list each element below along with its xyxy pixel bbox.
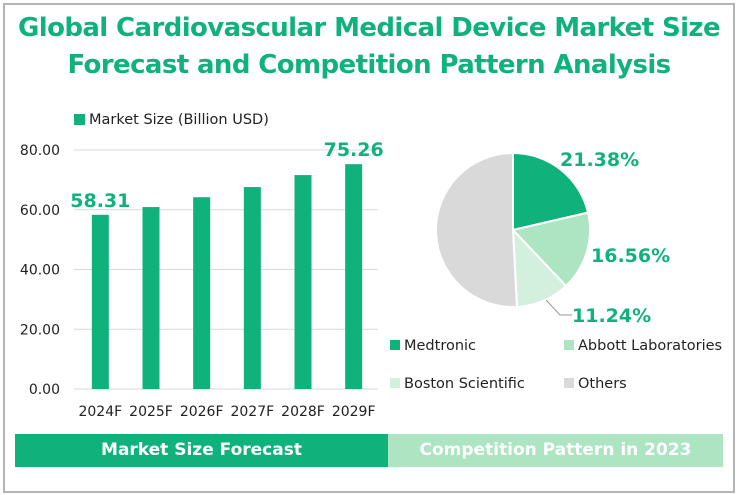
bar-chart: Market Size (Billion USD) 0.00 20.00 40.00… <box>20 112 384 420</box>
legend-label: Others <box>578 376 627 392</box>
x-tick-label: 2024F <box>78 404 122 420</box>
pie-slice-medtronic <box>512 151 590 232</box>
legend-label: Medtronic <box>404 338 476 354</box>
x-tick-label: 2027F <box>230 404 274 420</box>
y-tick-label: 60.00 <box>20 203 60 219</box>
legend-label: Abbott Laboratories <box>578 338 722 354</box>
legend-swatch <box>564 378 574 388</box>
data-label: 58.31 <box>70 190 130 212</box>
bar-legend-swatch <box>74 114 85 125</box>
pie-slice-abbott-laboratories <box>511 211 591 288</box>
title-line-2: Forecast and Competition Pattern Analysi… <box>67 50 671 80</box>
x-tick-label: 2026F <box>180 404 224 420</box>
chart-frame <box>3 3 735 493</box>
pie-slice-others <box>435 151 519 308</box>
pie-data-label: 21.38% <box>560 149 639 171</box>
data-label: 75.26 <box>324 139 384 161</box>
pie-data-label: 16.56% <box>591 245 670 267</box>
y-tick-label: 0.00 <box>29 382 60 398</box>
banner-market-size-forecast: Market Size Forecast <box>15 434 388 467</box>
bar-2027F <box>243 187 261 389</box>
chart-title: Global Cardiovascular Medical Device Mar… <box>0 10 738 84</box>
bar-2026F <box>193 197 211 389</box>
bar-2028F <box>294 175 312 389</box>
y-tick-label: 20.00 <box>20 322 60 338</box>
bar-2024F <box>91 214 109 389</box>
x-tick-label: 2025F <box>129 404 173 420</box>
y-tick-label: 40.00 <box>20 263 60 279</box>
legend-label: Boston Scientific <box>404 376 525 392</box>
y-tick-label: 80.00 <box>20 143 60 159</box>
title-line-1: Global Cardiovascular Medical Device Mar… <box>18 13 721 43</box>
legend-swatch <box>564 340 574 350</box>
bar-legend-label: Market Size (Billion USD) <box>89 112 269 128</box>
pie-chart: 21.38% 16.56% 11.24% Medtronic Abbott Labor… <box>390 149 722 392</box>
x-tick-label: 2028F <box>281 404 325 420</box>
leader-line <box>545 299 572 316</box>
x-tick-label: 2029F <box>332 404 376 420</box>
bar-2029F <box>345 164 363 389</box>
legend-swatch <box>390 340 400 350</box>
banner-competition-pattern: Competition Pattern in 2023 <box>388 434 723 467</box>
bar-2025F <box>142 207 160 389</box>
legend-swatch <box>390 378 400 388</box>
pie-data-label: 11.24% <box>572 305 651 327</box>
